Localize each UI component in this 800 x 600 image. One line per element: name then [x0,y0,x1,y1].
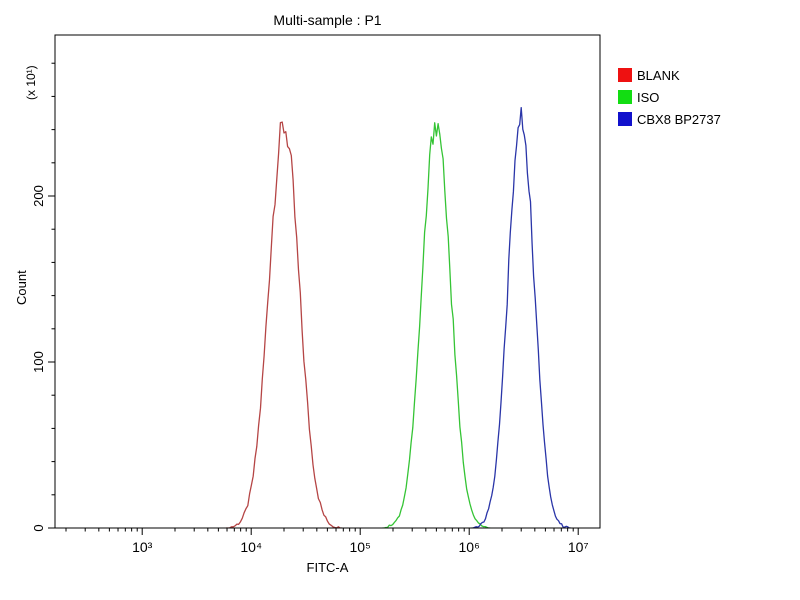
legend-entry-iso: ISO [618,86,721,108]
y-tick-label: 0 [31,524,46,531]
x-tick-label: 10⁴ [240,539,262,555]
curve-blank [226,121,342,528]
plot-frame [54,34,601,529]
legend-label-blank: BLANK [637,67,680,83]
legend-label-cbx8: CBX8 BP2737 [637,111,721,127]
legend-swatch-cbx8 [618,112,632,126]
legend-entry-blank: BLANK [618,64,721,86]
curve-cbx8-bp2737 [471,106,571,528]
x-tick-label: 10³ [132,539,153,555]
x-tick-label: 10⁶ [459,539,480,555]
legend-entry-cbx8: CBX8 BP2737 [618,108,721,130]
curves [226,106,571,528]
x-tick-label: 10⁷ [568,539,589,555]
legend: BLANK ISO CBX8 BP2737 [618,64,721,130]
x-axis-label: FITC-A [306,560,349,575]
x-tick-label: 10⁵ [350,539,371,555]
legend-swatch-blank [618,68,632,82]
y-axis-ticks: 0 100 200 [31,62,55,532]
y-tick-label: 200 [31,185,46,207]
legend-swatch-iso [618,90,632,104]
legend-label-iso: ISO [637,89,660,105]
chart-title: Multi-sample : P1 [273,12,382,28]
y-tick-label: 100 [31,351,46,373]
x-axis-ticks: 10³ 10⁴ 10⁵ 10⁶ 10⁷ [65,528,589,555]
curve-iso [382,122,491,528]
